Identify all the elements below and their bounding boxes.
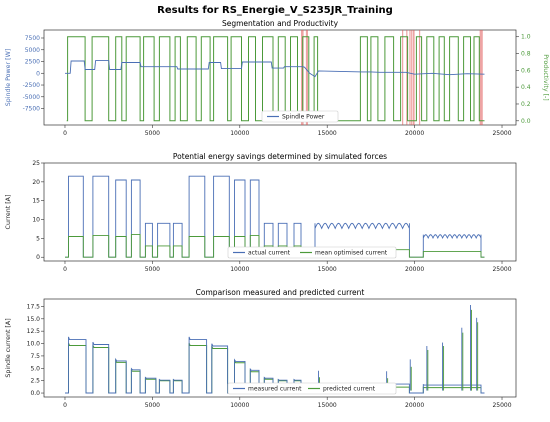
plot-frame bbox=[43, 29, 517, 126]
x-tick-label: 5000 bbox=[145, 402, 160, 409]
y-tick-label: 7500 bbox=[25, 35, 40, 42]
highlight-band bbox=[409, 30, 411, 125]
x-tick-label: 20000 bbox=[405, 402, 424, 409]
legend-label: Spindle Power bbox=[282, 114, 325, 121]
y-right-tick-label: 0.8 bbox=[521, 51, 531, 58]
legend-box bbox=[261, 110, 339, 123]
panel-title: Potential energy savings determined by s… bbox=[173, 152, 387, 161]
highlight-band bbox=[305, 30, 308, 125]
panel-2: Potential energy savings determined by s… bbox=[5, 152, 517, 273]
panel-title: Comparison measured and predicted curren… bbox=[196, 288, 365, 297]
x-tick-label: 15000 bbox=[318, 130, 337, 137]
y-tick-label: 5 bbox=[36, 235, 40, 242]
y-right-tick-label: 1.0 bbox=[521, 34, 531, 41]
legend: Spindle Power bbox=[261, 110, 339, 123]
x-tick-label: 5000 bbox=[145, 130, 160, 137]
y-tick-label: -5000 bbox=[23, 94, 41, 101]
panel-title: Segmentation and Productivity bbox=[222, 19, 339, 28]
x-tick-label: 15000 bbox=[318, 402, 337, 409]
legend-label: mean optimised current bbox=[315, 250, 388, 257]
y-right-tick-label: 0.2 bbox=[521, 101, 531, 108]
y-right-axis-label: Productivity [-] bbox=[542, 54, 549, 101]
legend-label: measured current bbox=[248, 386, 302, 393]
y-right-tick-label: 0.4 bbox=[521, 84, 531, 91]
legend-label: predicted current bbox=[323, 386, 376, 393]
legend-label: actual current bbox=[248, 250, 291, 257]
series-optimised-current bbox=[65, 234, 485, 258]
x-tick-label: 5000 bbox=[145, 266, 160, 273]
x-tick-label: 25000 bbox=[492, 402, 511, 409]
x-tick-label: 10000 bbox=[230, 266, 249, 273]
y-tick-label: 12.5 bbox=[27, 328, 41, 335]
y-axis-label: Current [A] bbox=[5, 195, 12, 230]
y-right-tick-label: 0.0 bbox=[521, 118, 531, 125]
x-tick-label: 0 bbox=[63, 266, 67, 273]
legend: actual current mean optimised current bbox=[227, 246, 397, 259]
figure-suptitle: Results for RS_Energie_V_S235JR_Training bbox=[157, 5, 393, 16]
highlight-band bbox=[406, 30, 408, 125]
x-tick-label: 20000 bbox=[405, 266, 424, 273]
series-actual-current bbox=[65, 175, 485, 258]
panel-3: Comparison measured and predicted curren… bbox=[5, 288, 517, 409]
x-tick-label: 0 bbox=[63, 130, 67, 137]
highlight-band bbox=[418, 30, 421, 125]
legend: measured current predicted current bbox=[227, 382, 397, 395]
y-tick-label: -2500 bbox=[23, 82, 41, 89]
plot-frame bbox=[43, 162, 517, 262]
y-tick-label: 5.0 bbox=[30, 365, 40, 372]
y-tick-label: 15 bbox=[32, 198, 40, 205]
highlight-band bbox=[402, 30, 404, 125]
x-tick-label: 20000 bbox=[405, 130, 424, 137]
y-tick-label: 20 bbox=[32, 179, 40, 186]
x-tick-label: 25000 bbox=[492, 266, 511, 273]
highlight-band bbox=[479, 30, 483, 125]
y-tick-label: 2.5 bbox=[30, 378, 40, 385]
series-productivity bbox=[66, 36, 485, 122]
y-tick-label: 10 bbox=[32, 217, 40, 224]
y-axis-label: Spindle current [A] bbox=[5, 318, 12, 377]
series-measured-current bbox=[65, 336, 485, 394]
y-tick-label: 15.0 bbox=[27, 316, 41, 323]
y-right-tick-label: 0.6 bbox=[521, 67, 531, 74]
plot-frame bbox=[43, 298, 517, 398]
y-tick-label: -7500 bbox=[23, 106, 41, 113]
y-tick-label: 25 bbox=[32, 160, 40, 167]
y-tick-label: 0 bbox=[36, 70, 40, 77]
y-tick-label: 2500 bbox=[25, 59, 40, 66]
x-tick-label: 10000 bbox=[230, 130, 249, 137]
highlight-band bbox=[411, 30, 413, 125]
y-tick-label: 0 bbox=[36, 254, 40, 261]
y-tick-label: 0.0 bbox=[30, 390, 40, 397]
panel-1: Segmentation and Productivity 0 5000 10000 1… bbox=[5, 19, 549, 137]
y-tick-label: 5000 bbox=[25, 47, 40, 54]
y-axis-label: Spindle Power [W] bbox=[5, 49, 12, 107]
x-tick-label: 0 bbox=[63, 402, 67, 409]
x-tick-label: 25000 bbox=[492, 130, 511, 137]
x-tick-label: 10000 bbox=[230, 402, 249, 409]
series-spindle-power bbox=[65, 60, 485, 78]
highlight-band bbox=[412, 30, 415, 125]
y-tick-label: 10.0 bbox=[27, 341, 41, 348]
y-tick-label: 17.5 bbox=[27, 303, 41, 310]
x-tick-label: 15000 bbox=[318, 266, 337, 273]
y-tick-label: 7.5 bbox=[30, 353, 40, 360]
